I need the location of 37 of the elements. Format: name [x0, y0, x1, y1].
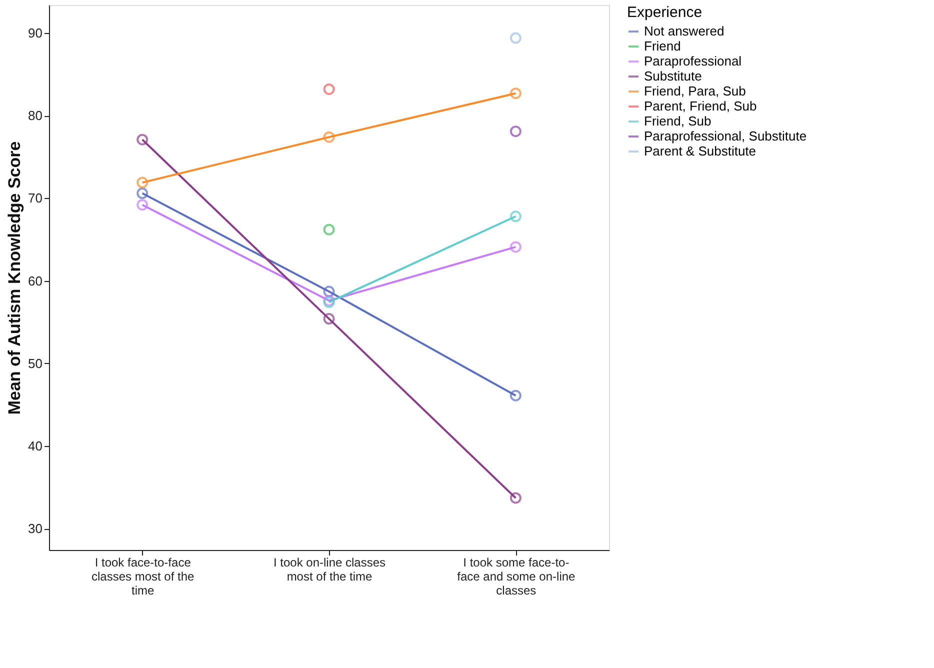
point: [136, 199, 148, 211]
point: [510, 210, 522, 222]
legend-label: Paraprofessional, Substitute: [644, 128, 807, 144]
y-tick-label: 70: [28, 190, 42, 206]
x-tick-label: I took on-line classes most of the time: [273, 556, 386, 584]
x-tick-label: I took face-to-face classes most of the time: [91, 556, 195, 598]
point: [510, 241, 522, 253]
y-tick-label: 50: [28, 356, 42, 371]
x-tick-label: I took some face-to-face and some on-line classes: [457, 556, 576, 598]
point: [323, 313, 335, 325]
legend-label: Friend: [644, 38, 681, 54]
point: [510, 126, 522, 138]
y-tick-label: 90: [28, 26, 42, 41]
legend-label: Parent, Friend, Sub: [644, 98, 757, 114]
point: [510, 390, 522, 402]
point: [510, 492, 522, 504]
point: [136, 134, 148, 146]
legend-label: Parent & Substitute: [644, 144, 756, 158]
point: [323, 83, 335, 95]
y-axis-title: Mean of Autism Knowledge Score: [5, 141, 24, 415]
y-tick-label: 40: [28, 438, 42, 454]
legend-label: Friend, Para, Sub: [644, 84, 746, 98]
legend-label: Not answered: [644, 24, 724, 38]
legend-label: Paraprofessional: [644, 54, 742, 68]
point: [510, 88, 522, 100]
legend-label: Substitute: [644, 68, 702, 84]
y-tick-label: 30: [28, 521, 42, 536]
legend-title: Experience: [627, 4, 702, 21]
point: [136, 176, 148, 188]
legend-label: Friend, Sub: [644, 114, 712, 128]
point: [323, 224, 335, 236]
y-tick-label: 60: [28, 273, 42, 288]
point: [323, 286, 335, 298]
point: [510, 32, 522, 44]
point: [323, 131, 335, 143]
y-tick-label: 80: [28, 108, 42, 124]
point: [136, 188, 148, 200]
